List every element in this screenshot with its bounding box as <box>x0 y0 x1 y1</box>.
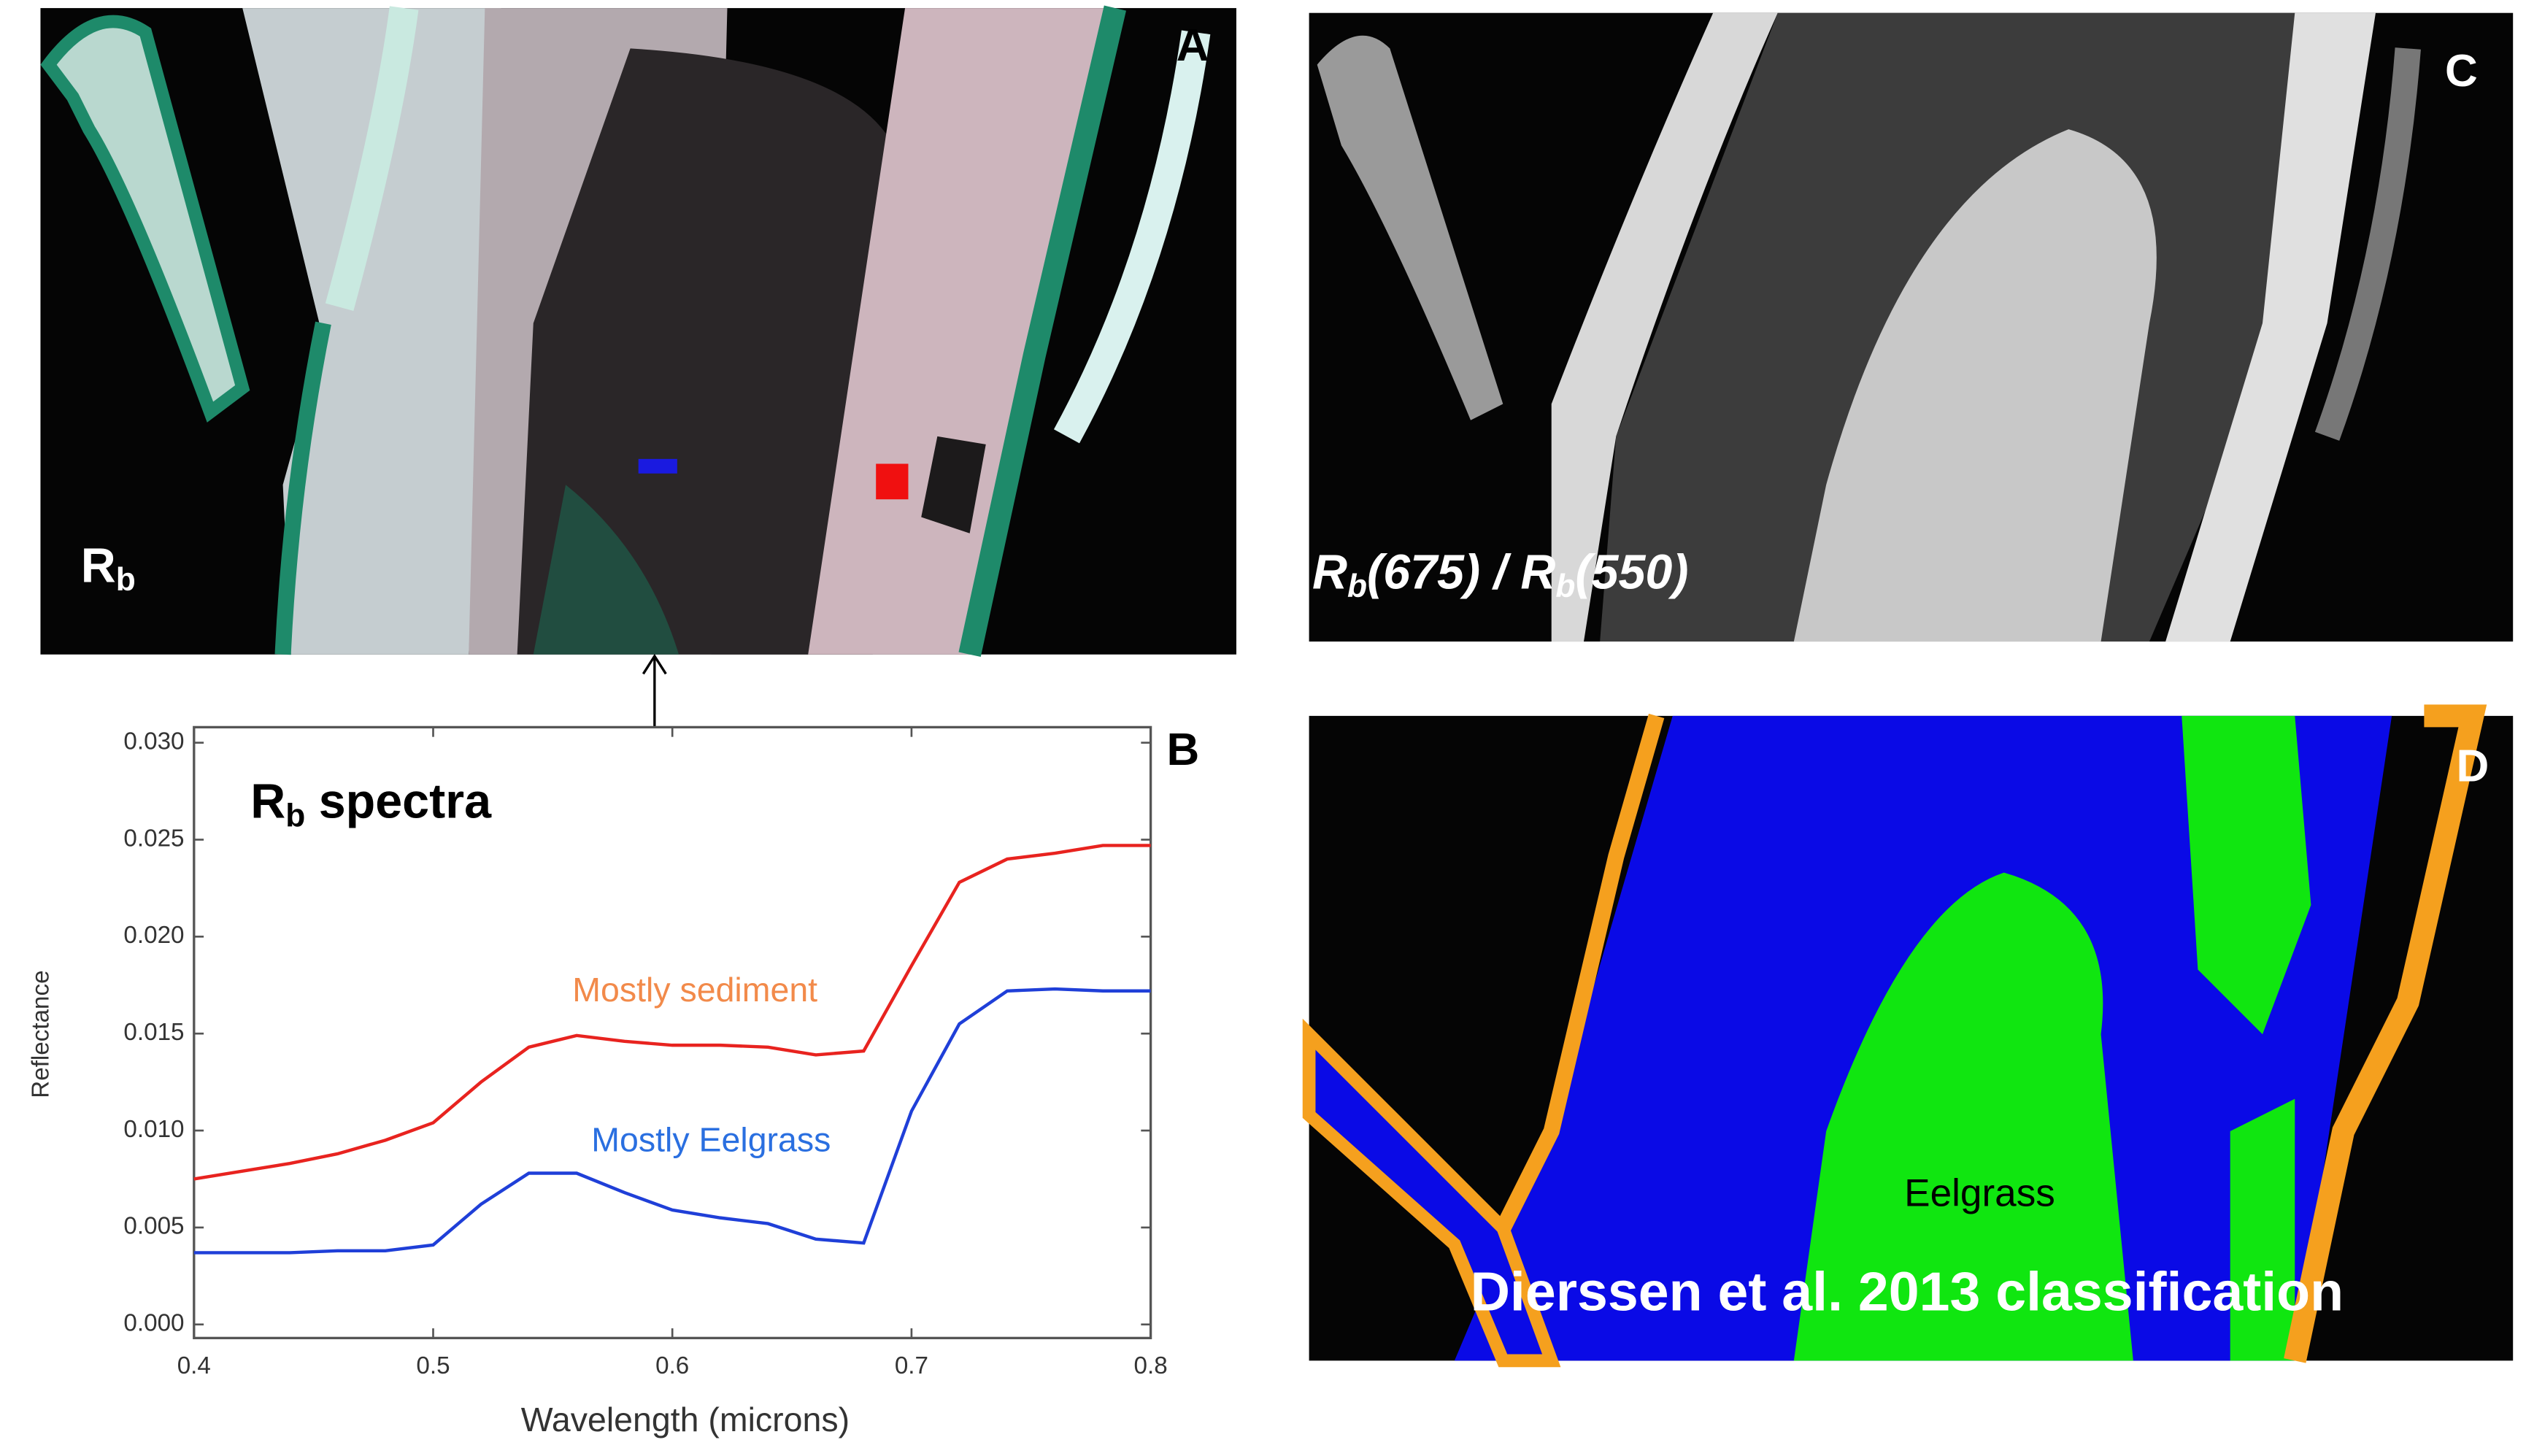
panel-label: Rb(675) / Rb(550) <box>1312 545 1688 604</box>
panel-label: Rb <box>81 539 136 598</box>
x-tick-label: 0.5 <box>416 1352 450 1379</box>
x-tick-label: 0.4 <box>177 1352 211 1379</box>
x-tick-label: 0.6 <box>655 1352 689 1379</box>
panel-letter: A <box>1177 20 1209 71</box>
class-label: Eelgrass <box>1904 1172 2055 1215</box>
x-tick-label: 0.8 <box>1134 1352 1168 1379</box>
arrow-head <box>642 653 667 675</box>
y-tick-label: 0.005 <box>123 1213 184 1240</box>
y-tick-label: 0.015 <box>123 1019 184 1046</box>
panel-letter: C <box>2445 46 2478 96</box>
y-tick-label: 0.030 <box>123 728 184 755</box>
caption: Dierssen et al. 2013 classification <box>1471 1261 2344 1322</box>
panel-c-image <box>1309 12 2514 642</box>
chart: B Rb spectra Wavelength (microns) Reflec… <box>27 725 1199 1438</box>
chart-title: Rb spectra <box>250 774 492 833</box>
x-axis-label: Wavelength (microns) <box>521 1401 850 1438</box>
y-tick-label: 0.025 <box>123 825 184 852</box>
panel-letter: B <box>1167 725 1200 775</box>
series-line <box>193 987 1151 1255</box>
y-tick-label: 0.020 <box>123 922 184 949</box>
series-line <box>193 844 1151 1181</box>
panel-letter: D <box>2456 741 2489 791</box>
series-label: Mostly Eelgrass <box>591 1121 831 1159</box>
panel-a-image <box>40 5 1236 658</box>
y-tick-label: 0.000 <box>123 1310 184 1337</box>
y-tick-label: 0.010 <box>123 1116 184 1143</box>
series-label: Mostly sediment <box>572 971 817 1009</box>
panel-d-image <box>1302 704 2514 1368</box>
x-tick-label: 0.7 <box>895 1352 928 1379</box>
y-axis-label: Reflectance <box>27 970 54 1098</box>
